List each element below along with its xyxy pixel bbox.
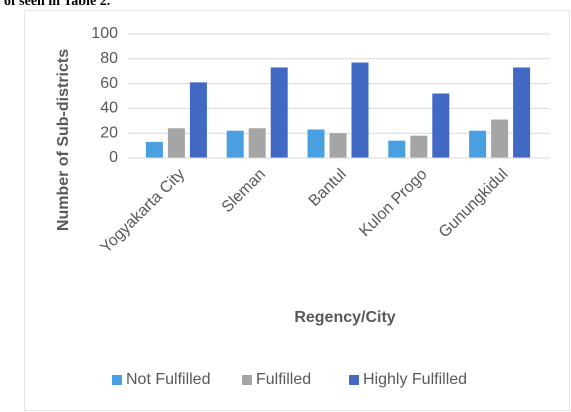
header-fragment: of seen in Table 2. <box>4 0 110 9</box>
bar <box>167 128 185 158</box>
bar <box>432 93 450 158</box>
x-tick-label: Bantul <box>306 166 350 210</box>
chart-frame <box>24 10 570 411</box>
bar <box>329 133 347 158</box>
bar <box>491 119 509 158</box>
legend-swatch <box>242 375 252 385</box>
x-axis-title: Regency/City <box>294 309 395 326</box>
bar <box>513 67 531 158</box>
bar <box>388 140 406 158</box>
bar <box>410 135 428 158</box>
y-axis-title: Number of Sub-districts <box>55 49 72 231</box>
bar <box>351 62 369 158</box>
y-tick-label: 20 <box>100 124 118 141</box>
legend-swatch <box>112 375 122 385</box>
bar <box>226 130 244 158</box>
legend-label: Fulfilled <box>256 371 311 388</box>
legend-swatch <box>349 375 359 385</box>
y-tick-label: 100 <box>91 25 118 42</box>
x-tick-label: Yogyakarta City <box>97 166 188 257</box>
bar <box>469 130 487 158</box>
y-tick-label: 0 <box>109 149 118 166</box>
bar <box>248 128 266 158</box>
bar <box>145 141 163 158</box>
bar <box>307 129 325 158</box>
y-tick-label: 80 <box>100 50 118 67</box>
x-tick-label: Kulon Progo <box>356 166 430 240</box>
bar <box>270 67 288 158</box>
y-tick-label: 60 <box>100 75 118 92</box>
legend-label: Not Fulfilled <box>126 371 210 388</box>
legend-label: Highly Fulfilled <box>363 371 467 388</box>
bar <box>189 82 207 158</box>
x-tick-label: Sleman <box>219 166 269 216</box>
y-tick-label: 40 <box>100 100 118 117</box>
x-tick-label: Gunungkidul <box>436 166 512 242</box>
